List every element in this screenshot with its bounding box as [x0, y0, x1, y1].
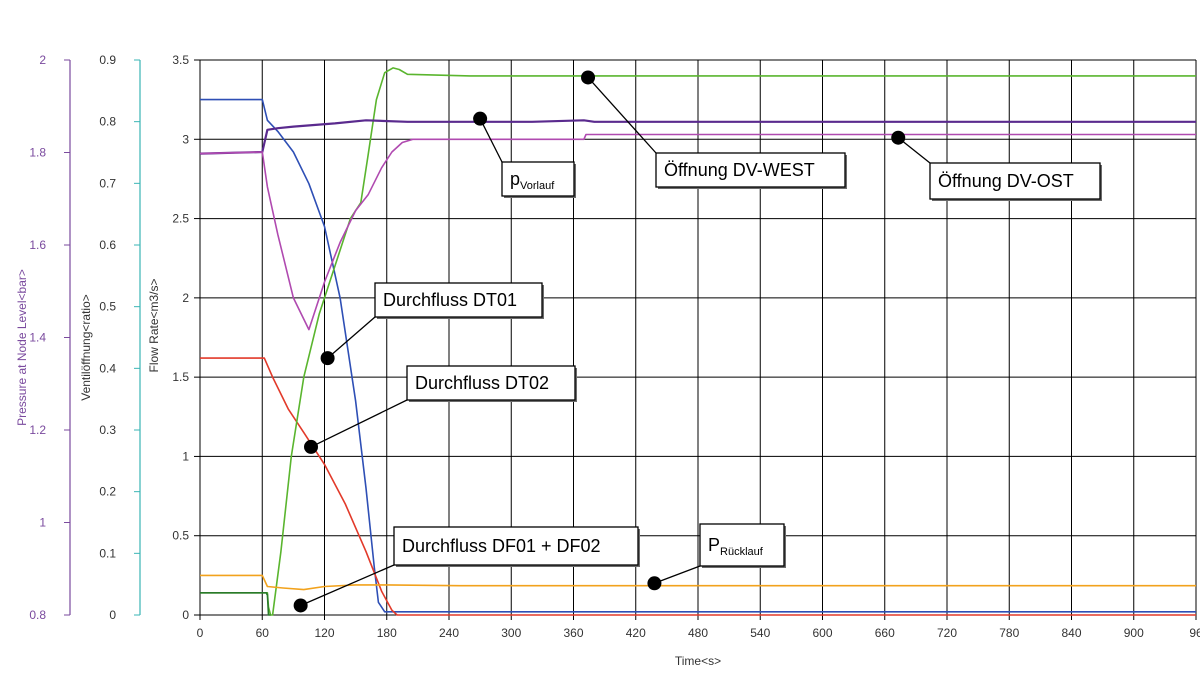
pressure-tick-label: 1: [39, 516, 46, 530]
pressure-tick-label: 2: [39, 53, 46, 67]
callout-leader: [300, 564, 395, 607]
pressure-tick-label: 1.2: [29, 423, 46, 437]
series-line-green: [200, 67, 1196, 616]
ratio-tick-label: 0.1: [99, 546, 116, 560]
callout-label: Öffnung DV-OST: [938, 171, 1074, 191]
ratio-tick-label: 0.6: [99, 238, 116, 252]
callout-dot: [304, 439, 319, 454]
ratio-tick-label: 0.4: [99, 361, 116, 375]
callout-dot: [473, 111, 488, 126]
callout-dot: [581, 70, 596, 85]
x-tick-label: 180: [377, 626, 397, 640]
pressure-axis-title: Pressure at Node Level<bar>: [15, 269, 29, 426]
ratio-tick-label: 0.5: [99, 300, 116, 314]
x-tick-label: 360: [563, 626, 583, 640]
annotation-callout: Öffnung DV-OST: [891, 130, 1102, 201]
pressure-tick-label: 1.8: [29, 146, 46, 160]
x-tick-label: 600: [812, 626, 832, 640]
callout-leader: [310, 399, 408, 448]
annotation-callout: Durchfluss DT01: [320, 282, 544, 366]
annotations: Durchfluss DT01 Durchfluss DT02 Durchfluss…: [293, 70, 1102, 613]
annotation-callout: Öffnung DV-WEST: [581, 70, 847, 189]
callout-label: Durchfluss DT02: [415, 373, 549, 393]
callout-dot: [891, 130, 906, 145]
x-tick-label: 240: [439, 626, 459, 640]
series-line-orange: [200, 574, 1196, 591]
callout-box: [699, 523, 785, 567]
callout-label: PRücklauf: [708, 535, 764, 558]
flow-tick-label: 1.5: [172, 370, 189, 384]
ratio-tick-label: 0.7: [99, 176, 116, 190]
flow-tick-label: 2: [182, 291, 189, 305]
series-line-purple-dark: [199, 119, 1196, 155]
pressure-tick-label: 0.8: [29, 608, 46, 622]
callout-label: pVorlauf: [510, 169, 555, 192]
flow-tick-label: 2.5: [172, 212, 189, 226]
callout-leader: [587, 77, 657, 154]
series-layer: [199, 67, 1196, 616]
callout-leader: [654, 565, 701, 584]
x-tick-label: 840: [1061, 626, 1081, 640]
flow-tick-label: 1: [182, 449, 189, 463]
flow-tick-label: 3.5: [172, 53, 189, 67]
x-tick-label: 900: [1124, 626, 1144, 640]
callout-box: [406, 365, 576, 401]
flow-tick-label: 0: [182, 608, 189, 622]
callout-dot: [320, 351, 335, 366]
ratio-axis-title: Ventilöffnung<ratio>: [79, 294, 93, 401]
ratio-tick-label: 0.2: [99, 485, 116, 499]
annotation-callout: PRücklauf: [647, 523, 786, 591]
ratio-tick-label: 0.9: [99, 53, 116, 67]
callout-box: [655, 152, 846, 188]
grid: [199, 59, 1197, 616]
x-tick-label: 96: [1189, 626, 1200, 640]
annotation-callout: Durchfluss DF01 + DF02: [293, 526, 640, 613]
series-line-purple-light: [199, 133, 1196, 331]
annotation-callout: pVorlauf: [473, 111, 576, 198]
callout-label: Durchfluss DT01: [383, 290, 517, 310]
callout-box: [393, 526, 639, 566]
callout-label: Durchfluss DF01 + DF02: [402, 536, 601, 556]
callout-label: Öffnung DV-WEST: [664, 160, 815, 180]
callout-box: [501, 161, 575, 197]
annotation-callout: Durchfluss DT02: [304, 365, 577, 454]
callout-leader: [479, 118, 503, 163]
x-tick-label: 660: [875, 626, 895, 640]
ratio-tick-label: 0.8: [99, 115, 116, 129]
callout-dot: [647, 576, 662, 591]
callout-dot: [293, 598, 308, 613]
flow-tick-label: 3: [182, 132, 189, 146]
x-axis-title: Time<s>: [675, 654, 721, 668]
ratio-tick-label: 0: [109, 608, 116, 622]
flow-tick-label: 0.5: [172, 529, 189, 543]
axes: 0 0.5 1 1.5 2 2.5 3 3.5 Flow Rate<m3/s> 0 0.1 0.2 0.…: [15, 53, 1200, 668]
pressure-tick-label: 1.6: [29, 238, 46, 252]
ratio-tick-label: 0.3: [99, 423, 116, 437]
pressure-tick-label: 1.4: [29, 331, 46, 345]
x-tick-label: 60: [256, 626, 270, 640]
x-tick-label: 720: [937, 626, 957, 640]
series-line-red: [200, 357, 1196, 616]
x-tick-label: 540: [750, 626, 770, 640]
x-tick-label: 300: [501, 626, 521, 640]
callout-box: [374, 282, 543, 318]
callout-leader: [327, 316, 376, 359]
callout-box: [929, 162, 1101, 200]
x-tick-label: 780: [999, 626, 1019, 640]
series-line-dark-green: [200, 592, 271, 616]
x-tick-label: 120: [314, 626, 334, 640]
x-tick-label: 0: [197, 626, 204, 640]
x-tick-label: 420: [626, 626, 646, 640]
flow-axis-title: Flow Rate<m3/s>: [147, 278, 161, 372]
x-tick-label: 480: [688, 626, 708, 640]
